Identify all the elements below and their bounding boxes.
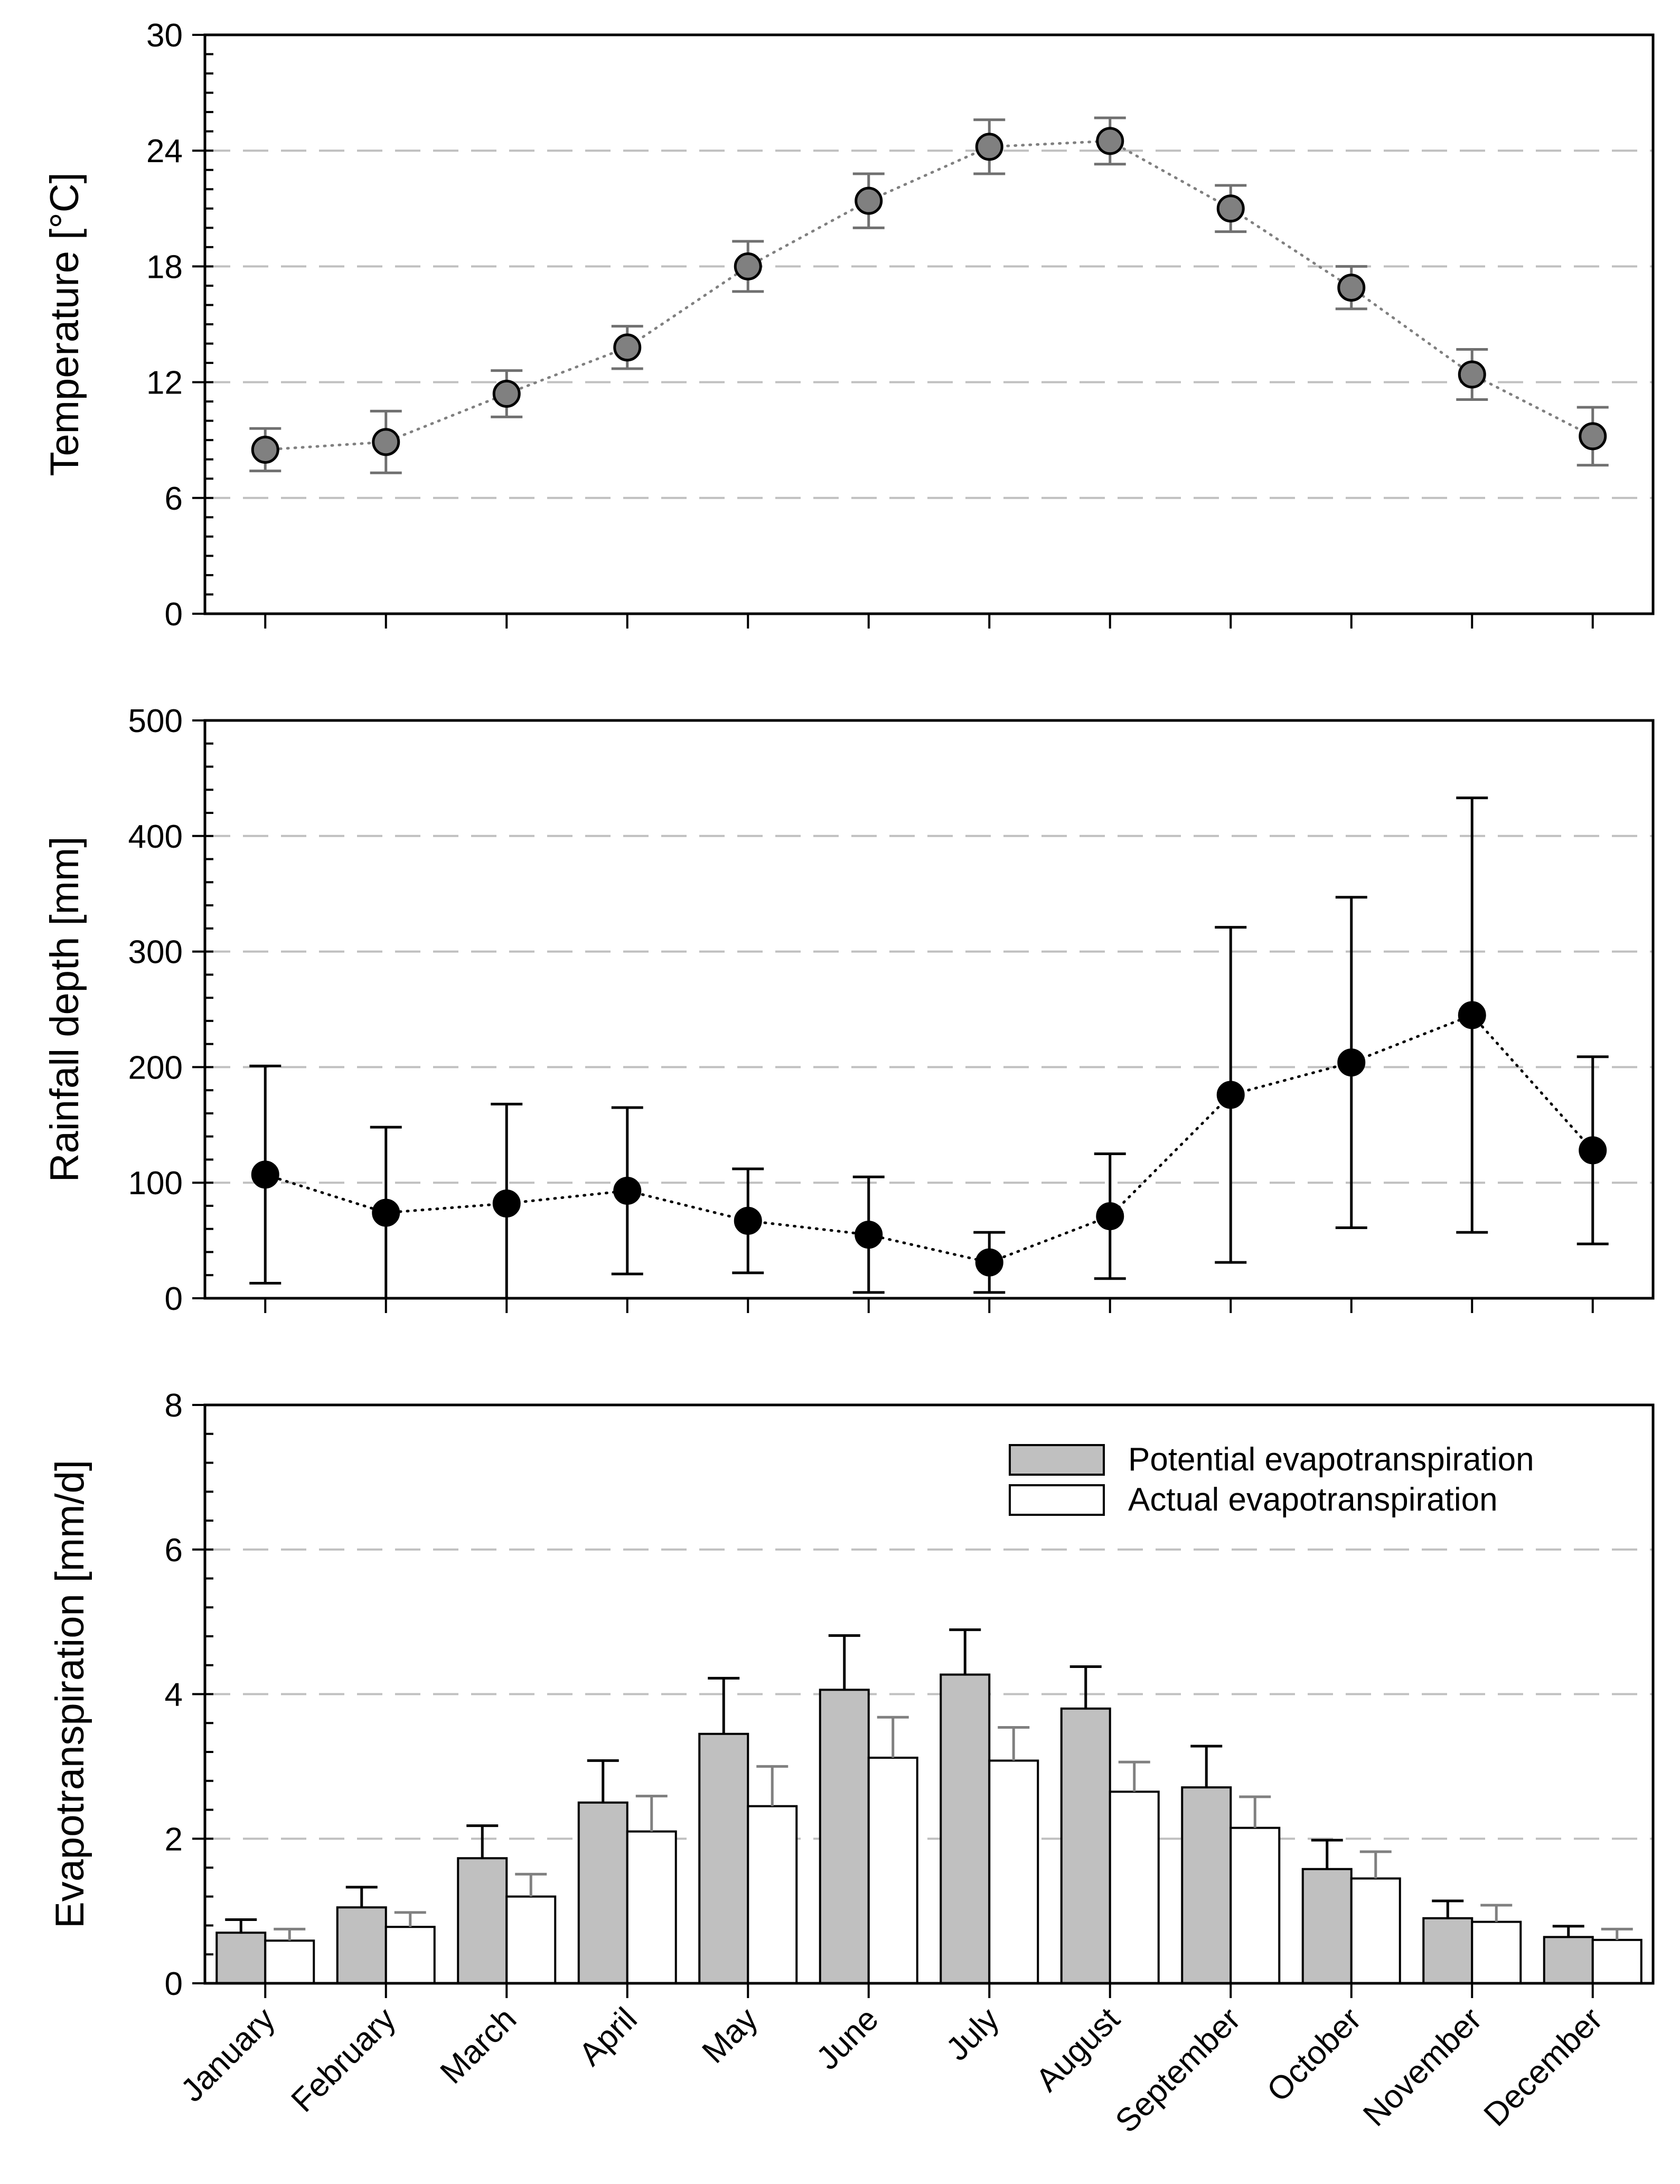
- y-tick-label: 12: [146, 365, 183, 401]
- bar: [336, 1906, 387, 1984]
- bar: [1060, 1707, 1111, 1984]
- legend-label-potential: Potential evapotranspiration: [1128, 1441, 1534, 1478]
- y-tick-label: 200: [128, 1049, 183, 1086]
- bar: [1230, 1826, 1281, 1984]
- y-tick-label: 8: [165, 1388, 183, 1424]
- bar: [1301, 1868, 1353, 1985]
- data-point: [372, 428, 400, 456]
- data-point: [1216, 1081, 1245, 1109]
- bar: [215, 1932, 267, 1984]
- x-tick-label: December: [1477, 2001, 1610, 2133]
- data-point: [492, 380, 521, 408]
- series-line: [264, 139, 1594, 451]
- legend-swatch-potential: [1009, 1444, 1105, 1476]
- data-point: [1337, 1048, 1366, 1077]
- temperature-plot-frame: [203, 33, 1655, 615]
- bar: [626, 1830, 677, 1984]
- x-tick-label: August: [1029, 2001, 1127, 2098]
- x-tick-label: April: [572, 2001, 644, 2073]
- y-tick-label: 18: [146, 249, 183, 285]
- x-tick-label: February: [284, 2001, 402, 2119]
- evapotranspiration-y-axis-title: Evapotranspiration [mm/d]: [48, 1460, 92, 1928]
- data-point: [492, 1189, 521, 1218]
- bar: [1591, 1938, 1643, 1984]
- x-tick-label: September: [1109, 2001, 1247, 2140]
- y-tick-label: 0: [165, 596, 183, 633]
- legend-swatch-actual: [1009, 1484, 1105, 1516]
- bar: [1350, 1877, 1401, 1984]
- x-tick-label: June: [810, 2001, 886, 2077]
- data-point: [1458, 360, 1486, 389]
- x-tick-label: May: [696, 2001, 765, 2070]
- x-tick-label: October: [1260, 2001, 1368, 2109]
- y-tick-label: 400: [128, 819, 183, 855]
- series-line: [264, 1013, 1594, 1264]
- temperature-y-axis-title: Temperature [°C]: [42, 172, 87, 476]
- y-tick-label: 6: [165, 1532, 183, 1569]
- bar: [698, 1732, 749, 1984]
- bar: [819, 1689, 870, 1985]
- x-tick-label: November: [1356, 2001, 1489, 2133]
- data-point: [734, 1206, 762, 1235]
- y-tick-label: 300: [128, 934, 183, 971]
- data-point: [1096, 1202, 1124, 1231]
- data-point: [372, 1198, 400, 1227]
- legend-label-actual: Actual evapotranspiration: [1128, 1482, 1498, 1518]
- bar: [940, 1673, 991, 1984]
- x-tick-label: January: [174, 2001, 282, 2109]
- rainfall-plot-frame: [203, 719, 1655, 1300]
- legend: Potential evapotranspiration Actual evap…: [1009, 1441, 1534, 1518]
- y-tick-label: 30: [146, 17, 183, 54]
- data-point: [1579, 422, 1607, 451]
- y-tick-label: 4: [165, 1677, 183, 1713]
- y-tick-label: 500: [128, 703, 183, 739]
- bar: [1181, 1786, 1232, 1985]
- y-tick-label: 2: [165, 1821, 183, 1858]
- y-tick-label: 0: [165, 1966, 183, 2002]
- data-point: [1216, 194, 1245, 223]
- bar: [867, 1756, 918, 1984]
- bar: [1543, 1936, 1594, 1984]
- y-tick-label: 100: [128, 1165, 183, 1202]
- data-point: [855, 1221, 883, 1249]
- data-point: [975, 133, 1003, 161]
- x-tick-label: July: [939, 2001, 1006, 2068]
- data-point: [1096, 127, 1124, 155]
- data-point: [613, 333, 642, 362]
- bar: [505, 1895, 557, 1984]
- x-tick-label: March: [434, 2001, 524, 2091]
- data-point: [1579, 1136, 1607, 1165]
- data-point: [251, 435, 279, 464]
- bar: [1471, 1920, 1522, 1984]
- bar: [577, 1801, 628, 1984]
- bar: [457, 1857, 508, 1985]
- temperature-panel: 0 6 12 18 24 30 Temperature [°C]: [42, 17, 1655, 633]
- bar: [384, 1926, 436, 1985]
- data-point: [613, 1177, 642, 1205]
- y-tick-label: 6: [165, 481, 183, 517]
- data-point: [251, 1160, 279, 1189]
- rainfall-y-axis-title: Rainfall depth [mm]: [42, 837, 87, 1183]
- bar: [264, 1939, 315, 1984]
- y-tick-label: 24: [146, 133, 183, 170]
- data-point: [1337, 274, 1366, 302]
- bar: [747, 1805, 798, 1984]
- data-point: [855, 186, 883, 215]
- bar: [988, 1759, 1039, 1985]
- data-point: [975, 1248, 1003, 1277]
- bar: [1422, 1917, 1473, 1984]
- bar: [1109, 1791, 1160, 1984]
- rainfall-panel: 0 100 200 300 400 500 Rainfall depth [mm]: [42, 703, 1655, 1317]
- data-point: [734, 252, 762, 280]
- data-point: [1458, 1001, 1486, 1029]
- y-tick-label: 0: [165, 1281, 183, 1317]
- evapotranspiration-panel: 0 2 4 6 8 January February March April May June Ju…: [48, 1388, 1655, 2140]
